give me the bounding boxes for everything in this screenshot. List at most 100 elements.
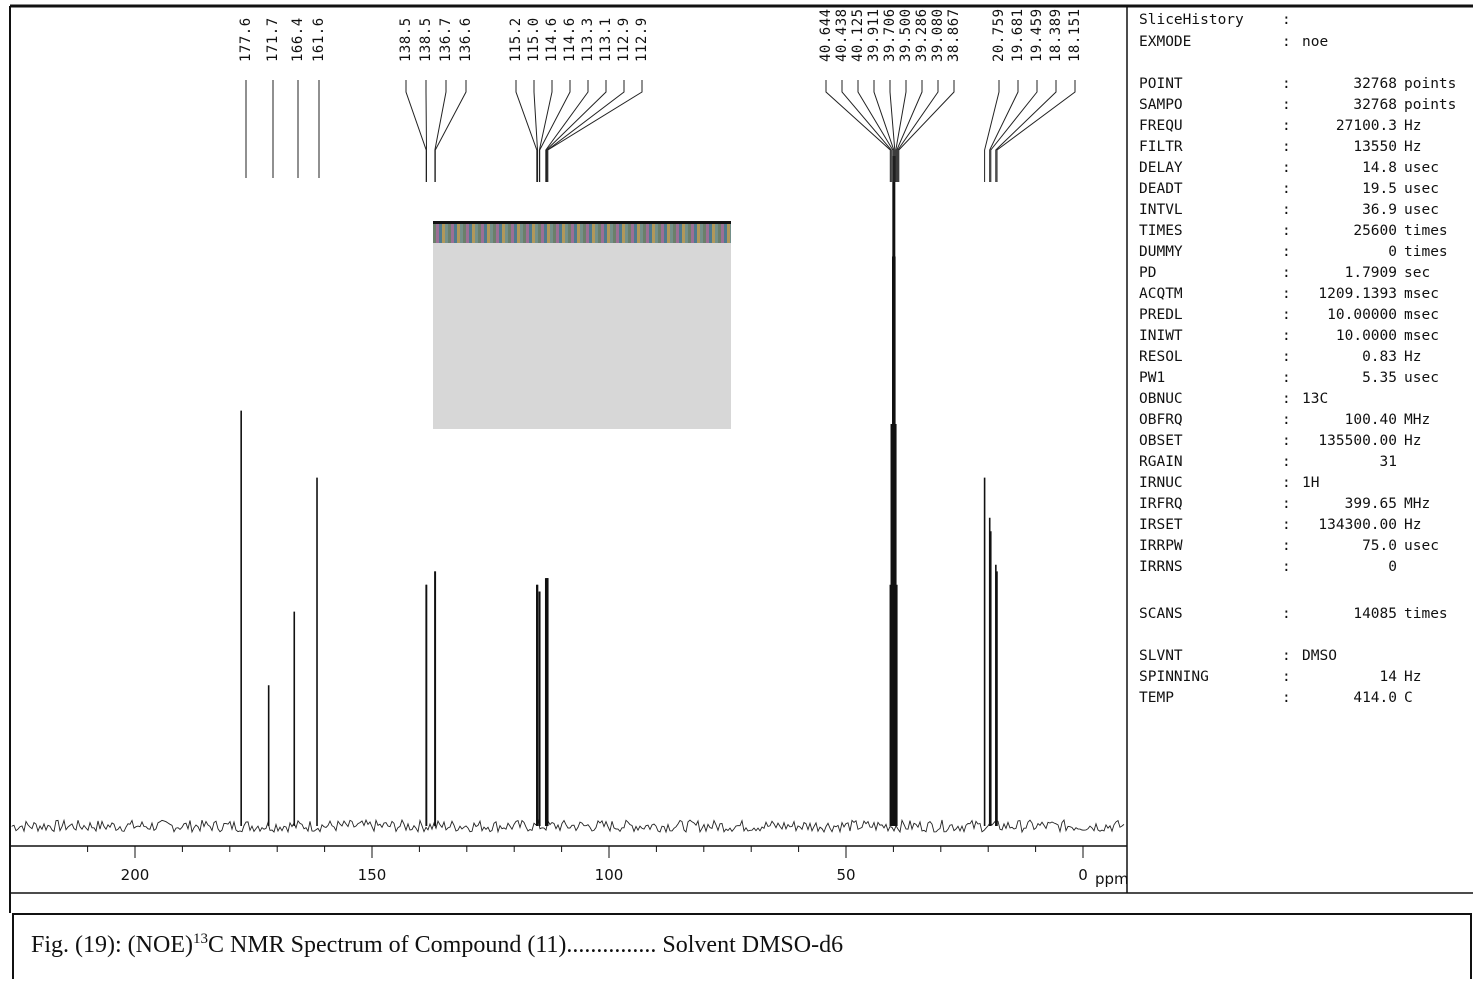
parameter-name: IRFRQ [1139, 496, 1183, 512]
parameter-colon: : [1282, 606, 1291, 622]
parameter-value: 1209.1393 [1318, 286, 1397, 302]
parameter-colon: : [1282, 244, 1291, 260]
parameter-name: INTVL [1139, 202, 1183, 218]
peak-label-connector [857, 80, 894, 182]
parameter-unit: msec [1404, 286, 1439, 302]
peak-label: 161.6 [311, 17, 327, 62]
parameter-value: 14085 [1353, 606, 1397, 622]
x-tick-label: 100 [595, 866, 624, 884]
parameter-colon: : [1282, 475, 1291, 491]
parameter-row: IRSET: 134300.00 Hz [1139, 517, 1421, 533]
peak-label: 40.644 [818, 8, 834, 62]
parameter-name: DELAY [1139, 160, 1183, 176]
parameter-value: 27100.3 [1336, 118, 1397, 134]
scan-artifact [433, 221, 731, 429]
parameter-unit: sec [1404, 265, 1430, 281]
parameter-value: 19.5 [1362, 181, 1397, 197]
peak-label: 113.3 [580, 17, 596, 62]
peak-label-connector [889, 80, 896, 182]
parameter-row: DELAY: 14.8 usec [1139, 160, 1439, 176]
peak-label: 39.706 [882, 8, 898, 62]
parameter-row: SliceHistory: [1139, 12, 1291, 28]
parameter-name: SCANS [1139, 606, 1183, 622]
parameter-name: SPINNING [1139, 669, 1209, 685]
parameter-colon: : [1282, 265, 1291, 281]
parameter-name: IRNUC [1139, 475, 1183, 491]
parameter-name: PW1 [1139, 370, 1165, 386]
parameter-row: OBSET: 135500.00 Hz [1139, 433, 1421, 449]
parameter-name: POINT [1139, 76, 1183, 92]
parameter-value: 32768 [1353, 76, 1397, 92]
parameter-unit: times [1404, 606, 1448, 622]
x-tick-label: 50 [836, 866, 855, 884]
parameter-name: DUMMY [1139, 244, 1183, 260]
peak-label-connector [434, 80, 467, 182]
peak-label-connector [995, 80, 1057, 182]
parameter-row: SCANS: 14085 times [1139, 606, 1448, 622]
parameter-unit: MHz [1404, 496, 1430, 512]
peak-label: 138.5 [418, 17, 434, 62]
x-tick-label: 150 [358, 866, 387, 884]
peak-label: 39.286 [914, 8, 930, 62]
parameter-row: INIWT: 10.0000 msec [1139, 328, 1439, 344]
parameter-value: 414.0 [1353, 690, 1397, 706]
parameter-name: FILTR [1139, 139, 1183, 155]
parameter-value: 13550 [1353, 139, 1397, 155]
baseline-noise-trace [11, 818, 1125, 834]
peak-label: 114.6 [544, 17, 560, 62]
peak-label: 40.125 [850, 8, 866, 62]
parameter-row: ACQTM: 1209.1393 msec [1139, 286, 1439, 302]
parameter-colon: : [1282, 76, 1291, 92]
peak-label-connector [405, 80, 427, 182]
parameter-name: IRRPW [1139, 538, 1183, 554]
parameter-value: 25600 [1353, 223, 1397, 239]
parameter-row: INTVL: 36.9 usec [1139, 202, 1439, 218]
nmr-spectrum-chart: 200 150 100 50 0 ppm 177.6 171.7 166.4 161.6 138.… [9, 4, 1473, 913]
parameter-value: 0.83 [1362, 349, 1397, 365]
parameter-row: PREDL: 10.00000 msec [1139, 307, 1439, 323]
x-tick-label: 0 [1078, 866, 1088, 884]
caption-rest: C NMR Spectrum of Compound (11).........… [207, 932, 844, 958]
parameter-row: EXMODE: noe [1139, 34, 1328, 50]
peak-label-connector [984, 80, 1000, 182]
parameter-colon: : [1282, 286, 1291, 302]
parameter-name: EXMODE [1139, 34, 1191, 50]
acquisition-parameters: SliceHistory: EXMODE: noe POINT: 32768 points… [1139, 12, 1456, 706]
parameter-unit: Hz [1404, 349, 1421, 365]
parameter-colon: : [1282, 223, 1291, 239]
parameter-row: IRNUC:1H [1139, 475, 1319, 491]
parameter-row: FILTR: 13550 Hz [1139, 139, 1421, 155]
parameter-colon: : [1282, 690, 1291, 706]
parameter-value: 31 [1380, 454, 1397, 470]
parameter-row: OBFRQ: 100.40 MHz [1139, 412, 1430, 428]
parameter-row: DEADT: 19.5 usec [1139, 181, 1439, 197]
parameter-unit: Hz [1404, 433, 1421, 449]
parameter-unit: usec [1404, 202, 1439, 218]
parameter-name: SAMPO [1139, 97, 1183, 113]
parameter-value: 13C [1302, 391, 1328, 407]
peak-label-connector [989, 80, 1019, 182]
peak-label-connector [515, 80, 538, 182]
peak-label-connector [896, 80, 923, 182]
peak-lines [240, 156, 998, 826]
parameter-colon: : [1282, 370, 1291, 386]
parameter-value: 135500.00 [1318, 433, 1397, 449]
peak-label: 138.5 [398, 17, 414, 62]
peak-label-connector [434, 80, 447, 182]
parameter-colon: : [1282, 648, 1291, 664]
parameter-name: OBNUC [1139, 391, 1183, 407]
peak-label: 19.681 [1010, 8, 1026, 62]
parameter-row: IRFRQ: 399.65 MHz [1139, 496, 1430, 512]
parameter-value: 32768 [1353, 97, 1397, 113]
peak-label-connector [425, 80, 427, 182]
peak-label-connector [898, 80, 955, 182]
peak-label: 115.0 [526, 17, 542, 62]
parameter-row: SLVNT: DMSO [1139, 648, 1337, 664]
parameter-name: IRRNS [1139, 559, 1183, 575]
parameter-unit: times [1404, 244, 1448, 260]
caption-superscript: 13 [192, 931, 208, 947]
parameter-row: IRRNS: 0 [1139, 559, 1397, 575]
parameter-value: 10.00000 [1327, 307, 1397, 323]
parameter-name: TIMES [1139, 223, 1183, 239]
peak-label: 114.6 [562, 17, 578, 62]
